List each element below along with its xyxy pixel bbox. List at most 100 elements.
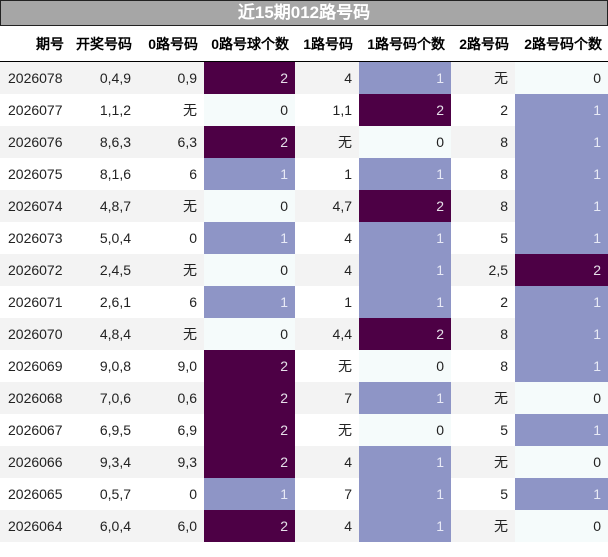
route1-numbers-cell: 1 <box>295 285 359 318</box>
route2-count-cell: 1 <box>515 221 608 254</box>
table-row: 2026067 6,9,5 6,9 2 无 0 5 1 <box>0 413 608 446</box>
route1-numbers-cell: 1 <box>295 157 359 190</box>
draw-numbers-cell: 5,0,4 <box>70 221 138 254</box>
route2-count-cell: 1 <box>515 189 608 222</box>
route0-numbers-cell: 无 <box>138 93 204 126</box>
header-row: 期号 开奖号码 0路号码 0路号球个数 1路号码 1路号码个数 2路号码 2路号… <box>0 26 608 62</box>
route1-count-cell: 1 <box>359 61 451 94</box>
table-row: 2026070 4,8,4 无 0 4,4 2 8 1 <box>0 317 608 350</box>
route0-count-cell: 0 <box>204 317 295 350</box>
route0-count-cell: 1 <box>204 221 295 254</box>
route1-numbers-cell: 1,1 <box>295 93 359 126</box>
route0-numbers-cell: 0,9 <box>138 61 204 94</box>
table-container: 近15期012路号码 期号 开奖号码 0路号码 0路号球个数 1路号码 1路号码… <box>0 0 608 542</box>
issue-cell: 2026074 <box>0 189 70 222</box>
route2-numbers-cell: 5 <box>451 413 515 446</box>
route0-numbers-cell: 0,6 <box>138 381 204 414</box>
draw-numbers-cell: 4,8,7 <box>70 189 138 222</box>
route1-numbers-cell: 4,7 <box>295 189 359 222</box>
route0-numbers-cell: 无 <box>138 189 204 222</box>
route1-numbers-cell: 7 <box>295 477 359 510</box>
route1-numbers-cell: 7 <box>295 381 359 414</box>
col-header-route0-numbers: 0路号码 <box>138 26 204 62</box>
route1-count-cell: 1 <box>359 157 451 190</box>
route1-numbers-cell: 无 <box>295 413 359 446</box>
route1-count-cell: 1 <box>359 253 451 286</box>
route2-count-cell: 1 <box>515 93 608 126</box>
route1-count-cell: 1 <box>359 221 451 254</box>
route0-numbers-cell: 0 <box>138 221 204 254</box>
issue-cell: 2026067 <box>0 413 70 446</box>
route1-count-cell: 2 <box>359 317 451 350</box>
route1-count-cell: 1 <box>359 477 451 510</box>
route1-count-cell: 1 <box>359 285 451 318</box>
route2-numbers-cell: 无 <box>451 509 515 542</box>
route0-count-cell: 1 <box>204 477 295 510</box>
route2-count-cell: 0 <box>515 445 608 478</box>
route2-numbers-cell: 2 <box>451 93 515 126</box>
route2-count-cell: 0 <box>515 61 608 94</box>
table-row: 2026075 8,1,6 6 1 1 1 8 1 <box>0 157 608 190</box>
route0-count-cell: 2 <box>204 509 295 542</box>
route0-count-cell: 2 <box>204 381 295 414</box>
draw-numbers-cell: 9,3,4 <box>70 445 138 478</box>
route2-numbers-cell: 2,5 <box>451 253 515 286</box>
route2-numbers-cell: 无 <box>451 61 515 94</box>
route2-numbers-cell: 8 <box>451 157 515 190</box>
route0-count-cell: 1 <box>204 157 295 190</box>
route2-numbers-cell: 8 <box>451 189 515 222</box>
route2-numbers-cell: 5 <box>451 477 515 510</box>
route2-numbers-cell: 无 <box>451 445 515 478</box>
col-header-route1-numbers: 1路号码 <box>295 26 359 62</box>
route0-numbers-cell: 9,0 <box>138 349 204 382</box>
table-row: 2026064 6,0,4 6,0 2 4 1 无 0 <box>0 509 608 542</box>
col-header-route2-numbers: 2路号码 <box>451 26 515 62</box>
route2-count-cell: 1 <box>515 317 608 350</box>
route2-numbers-cell: 8 <box>451 317 515 350</box>
route1-count-cell: 1 <box>359 381 451 414</box>
route1-count-cell: 0 <box>359 125 451 158</box>
route1-numbers-cell: 4 <box>295 509 359 542</box>
route0-numbers-cell: 0 <box>138 477 204 510</box>
col-header-issue: 期号 <box>0 26 70 62</box>
route0-numbers-cell: 无 <box>138 317 204 350</box>
table-row: 2026071 2,6,1 6 1 1 1 2 1 <box>0 285 608 318</box>
draw-numbers-cell: 2,4,5 <box>70 253 138 286</box>
draw-numbers-cell: 6,9,5 <box>70 413 138 446</box>
route2-numbers-cell: 2 <box>451 285 515 318</box>
route2-count-cell: 1 <box>515 125 608 158</box>
route2-numbers-cell: 无 <box>451 381 515 414</box>
table-row: 2026069 9,0,8 9,0 2 无 0 8 1 <box>0 349 608 382</box>
col-header-route0-count: 0路号球个数 <box>204 26 295 62</box>
route0-numbers-cell: 无 <box>138 253 204 286</box>
route1-count-cell: 2 <box>359 189 451 222</box>
issue-cell: 2026064 <box>0 509 70 542</box>
draw-numbers-cell: 0,5,7 <box>70 477 138 510</box>
route-table: 期号 开奖号码 0路号码 0路号球个数 1路号码 1路号码个数 2路号码 2路号… <box>0 26 608 542</box>
issue-cell: 2026071 <box>0 285 70 318</box>
route1-count-cell: 0 <box>359 349 451 382</box>
issue-cell: 2026076 <box>0 125 70 158</box>
route0-count-cell: 2 <box>204 125 295 158</box>
route1-count-cell: 0 <box>359 413 451 446</box>
route1-count-cell: 1 <box>359 509 451 542</box>
table-row: 2026076 8,6,3 6,3 2 无 0 8 1 <box>0 125 608 158</box>
route0-numbers-cell: 6 <box>138 285 204 318</box>
col-header-route2-count: 2路号码个数 <box>515 26 608 62</box>
table-row: 2026066 9,3,4 9,3 2 4 1 无 0 <box>0 445 608 478</box>
route0-numbers-cell: 6,0 <box>138 509 204 542</box>
route1-count-cell: 1 <box>359 445 451 478</box>
route1-numbers-cell: 无 <box>295 125 359 158</box>
route2-count-cell: 2 <box>515 253 608 286</box>
draw-numbers-cell: 1,1,2 <box>70 93 138 126</box>
route2-count-cell: 1 <box>515 285 608 318</box>
table-row: 2026073 5,0,4 0 1 4 1 5 1 <box>0 221 608 254</box>
issue-cell: 2026073 <box>0 221 70 254</box>
route0-numbers-cell: 6,3 <box>138 125 204 158</box>
issue-cell: 2026069 <box>0 349 70 382</box>
route0-count-cell: 2 <box>204 445 295 478</box>
table-row: 2026078 0,4,9 0,9 2 4 1 无 0 <box>0 61 608 94</box>
route1-numbers-cell: 4 <box>295 221 359 254</box>
route2-count-cell: 1 <box>515 477 608 510</box>
route0-count-cell: 1 <box>204 285 295 318</box>
